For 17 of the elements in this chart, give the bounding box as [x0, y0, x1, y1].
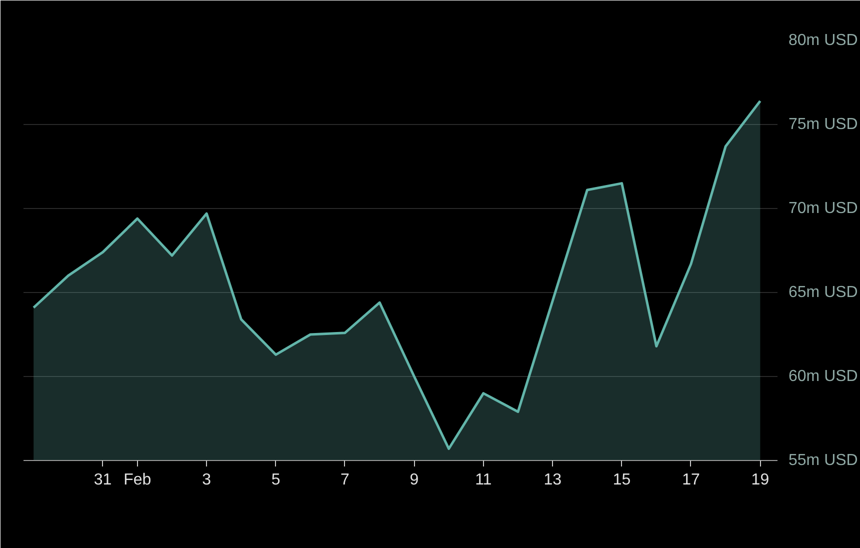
x-tick-label: 15: [612, 472, 631, 488]
x-tick-label: 31: [94, 472, 112, 488]
y-tick-label: 60m USD: [788, 368, 858, 385]
y-tick-label: 55m USD: [788, 452, 858, 469]
x-tick-label: 3: [202, 472, 212, 488]
x-tick-label: 13: [544, 472, 562, 488]
x-tick-label: 19: [751, 472, 770, 488]
y-tick-label: 65m USD: [788, 284, 858, 301]
x-tick-label: 11: [475, 472, 492, 488]
x-tick-label: 9: [410, 472, 419, 488]
x-tick-label: 5: [271, 472, 280, 488]
y-tick-label: 70m USD: [788, 200, 858, 217]
x-tick-label: 17: [682, 472, 700, 488]
y-tick-label: 80m USD: [788, 32, 858, 49]
y-tick-label: 75m USD: [788, 116, 858, 133]
x-tick-label: Feb: [124, 472, 152, 488]
x-tick-label: 7: [340, 472, 350, 488]
